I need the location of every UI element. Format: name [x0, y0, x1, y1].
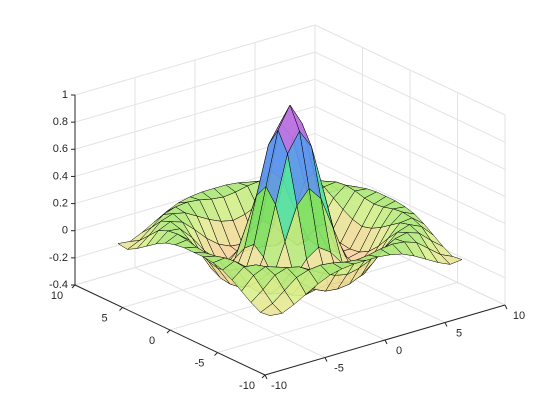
- x-tick: [504, 304, 508, 310]
- y-tick: [214, 352, 218, 356]
- grid-line: [74, 51, 316, 123]
- grid-line: [314, 24, 506, 116]
- grid-line: [314, 78, 506, 170]
- grid-line: [314, 160, 506, 252]
- grid-line: [217, 282, 458, 353]
- y-tick-label: -10: [239, 380, 255, 392]
- z-tick-label: 1: [62, 89, 68, 101]
- grid-line: [74, 78, 316, 150]
- y-tick-label: -5: [195, 357, 205, 369]
- x-tick: [324, 357, 328, 362]
- x-tick: [444, 322, 448, 327]
- surface-patch: [259, 303, 283, 316]
- x-tick-label: -5: [334, 362, 344, 374]
- x-tick-label: 0: [396, 345, 402, 357]
- x-tick: [264, 374, 268, 380]
- x-tick-label: 5: [456, 327, 462, 339]
- z-tick-label: 0.2: [53, 197, 68, 209]
- y-tick-label: 5: [101, 312, 107, 324]
- z-tick-label: 0: [62, 225, 68, 237]
- y-tick: [261, 374, 266, 379]
- z-tick-label: 0.8: [53, 116, 68, 128]
- y-tick: [119, 307, 123, 311]
- z-tick-label: 0.4: [53, 170, 68, 182]
- grid-line: [74, 105, 316, 177]
- y-tick: [166, 329, 171, 334]
- x-tick-label: 10: [513, 310, 525, 322]
- grid-line: [314, 51, 506, 143]
- grid-line: [314, 105, 506, 197]
- z-tick-label: -0.2: [49, 252, 68, 264]
- y-tick-label: 10: [51, 290, 63, 302]
- x-tick: [384, 339, 388, 345]
- grid-line: [314, 133, 506, 225]
- x-tick-label: -10: [271, 380, 287, 392]
- z-tick-label: 0.6: [53, 143, 68, 155]
- y-tick-label: 0: [149, 335, 155, 347]
- z-tick-label: -0.4: [49, 279, 68, 291]
- grid-line: [74, 24, 316, 96]
